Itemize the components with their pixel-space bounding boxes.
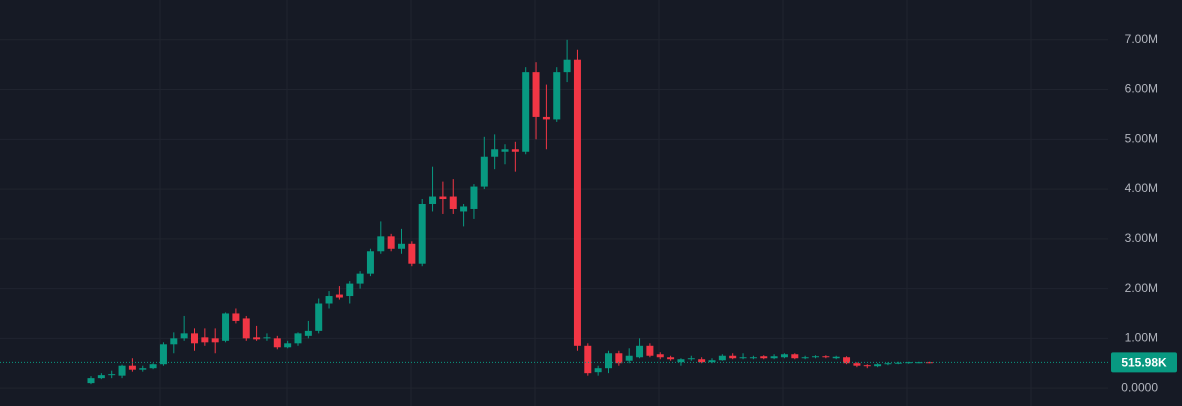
candle-body [563,59,571,73]
candle-body [667,357,675,360]
candle-body [480,156,488,187]
candle-body [511,149,519,152]
candle-body [822,356,830,358]
last-price-label: 515.98K [1121,356,1167,370]
candle-body [170,338,178,345]
candle-body [201,337,209,343]
candle-body [232,313,240,321]
candle-body [304,330,312,336]
candle-body [253,337,261,340]
candle-body [925,362,933,364]
candle-body [460,206,468,212]
candle-body [128,365,136,370]
y-tick-label: 3.00M [1125,231,1158,245]
y-tick-label: 6.00M [1125,82,1158,96]
candle-body [780,354,788,358]
candle-body [801,357,809,359]
candle-body [191,333,198,344]
candle-body [687,358,695,360]
candle-body [429,196,437,204]
candle-body [584,345,592,374]
candle-body [325,296,333,304]
candle-body [739,357,747,359]
candle-body [532,72,540,117]
candle-body [377,236,385,252]
candle-body [843,357,851,364]
candle-body [398,243,405,249]
candle-body [615,353,623,364]
candle-body [139,368,147,370]
candle-body [863,365,871,367]
candle-body [812,356,819,358]
candle-body [356,273,364,284]
candle-body [108,374,116,376]
candle-body [594,368,602,373]
candle-body [522,72,530,152]
candle-body [605,353,612,369]
y-tick-label: 7.00M [1125,32,1158,46]
y-tick-label: 5.00M [1125,131,1158,145]
candle-body [366,251,374,274]
candle-body [718,355,726,361]
last-price-box [1111,352,1177,373]
candle-body [87,378,95,384]
candle-body [346,283,354,297]
candle-body [884,363,892,365]
candle-body [408,243,416,264]
candle-body [749,357,757,359]
candle-body [708,360,716,363]
candle-body [573,59,581,346]
candle-body [698,359,706,363]
candle-body [284,343,292,348]
candle-body [656,354,664,358]
y-tick-label: 0.0000 [1121,380,1158,394]
candle-body [542,116,550,120]
candle-body [118,365,126,376]
candle-body [149,364,157,369]
time-grid [159,0,1032,406]
candle-body [677,359,685,363]
candle-body [832,356,840,359]
y-tick-label: 4.00M [1125,181,1158,195]
candle-body [294,333,302,344]
candle-body [387,236,395,249]
candle-body [418,203,426,264]
candle-body [211,338,219,343]
candle-body [449,196,457,209]
candle-body [553,72,561,120]
candle-body [470,186,478,209]
candle-body [646,345,654,356]
candle-body [263,337,271,339]
candle-body [770,356,778,359]
candle-body [242,318,250,339]
candle-body [625,355,633,361]
candle-body [335,294,343,298]
candle-body [222,313,230,341]
candle-body [315,303,323,331]
candle-body [439,196,447,200]
candle-body [491,149,499,157]
candle-body [159,344,167,365]
y-tick-label: 1.00M [1125,331,1158,345]
y-tick-label: 2.00M [1125,281,1158,295]
candle-body [273,338,281,348]
candle-body [760,356,768,359]
candle-body [791,354,799,359]
candle-body [853,363,861,366]
candle-body [729,355,737,359]
candle-body [905,362,913,364]
candle-body [874,364,882,367]
candle-body [501,149,509,152]
candle-body [636,345,644,358]
candle-body [894,362,902,364]
candle-body [180,333,188,339]
candle-body [97,375,105,379]
